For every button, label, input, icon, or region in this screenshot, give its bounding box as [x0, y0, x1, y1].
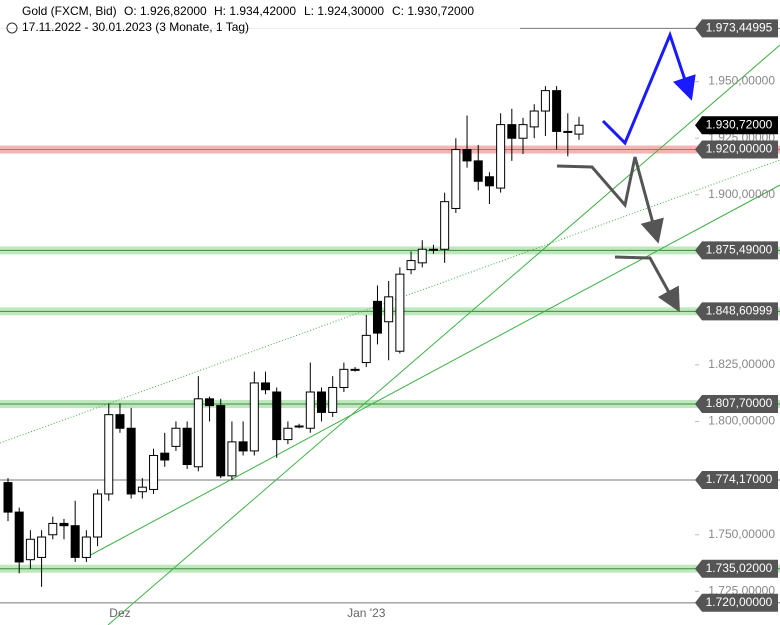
quote-close: C: 1.930,72000 [392, 4, 474, 18]
candle-body [417, 248, 427, 264]
candle-body [182, 427, 192, 466]
candle-body [328, 386, 338, 413]
candle-body [59, 522, 69, 527]
candle-body [227, 441, 237, 477]
x-tick-label: Jan '23 [347, 606, 386, 620]
candle-body [552, 90, 562, 132]
level-label: 1.848,60999 [706, 303, 773, 317]
quote-open: O: 1.926,82000 [124, 4, 207, 18]
candle-body [238, 441, 248, 452]
candle-body [93, 493, 103, 538]
candle-body [70, 525, 80, 558]
candle-body [540, 90, 550, 112]
candle-body [171, 427, 181, 447]
level-tag [695, 241, 778, 260]
level-label: 1.930,72000 [706, 117, 773, 131]
header-bg [0, 0, 520, 38]
candle-body [518, 124, 528, 139]
level-tag [695, 593, 778, 612]
candle-body [406, 260, 416, 271]
level-label: 1.920,00000 [706, 142, 773, 156]
level-label: 1.807,70000 [706, 396, 773, 410]
chart-subtitle: 17.11.2022 - 30.01.2023 (3 Monate, 1 Tag… [22, 20, 249, 34]
candle-body [529, 110, 539, 128]
candle-body [462, 149, 472, 162]
candle-body [361, 334, 371, 364]
candle-body [339, 368, 349, 388]
candle-body [137, 486, 147, 493]
level-tag [695, 19, 778, 38]
level-tag [695, 140, 778, 159]
quote-low: L: 1.924,30000 [304, 4, 384, 18]
candle-body [14, 511, 24, 563]
candle-body [507, 124, 517, 139]
level-tag [695, 559, 778, 578]
candle-body [261, 382, 271, 391]
level-tag [695, 116, 778, 135]
level-label: 1.720,00000 [706, 595, 773, 609]
trend-line [84, 184, 780, 559]
candle-body [384, 296, 394, 323]
level-label: 1.973,44995 [706, 21, 773, 35]
candle-body [395, 273, 405, 352]
forecast-arrow [601, 30, 696, 146]
y-tick-label: 1.800,00000 [708, 414, 775, 428]
level-label: 1.735,02000 [706, 561, 773, 575]
candle-body [104, 414, 114, 495]
candle-body [294, 425, 304, 428]
level-tag [695, 302, 778, 321]
candle-body [126, 427, 136, 495]
quote-high: H: 1.934,42000 [214, 4, 296, 18]
level-label: 1.774,17000 [706, 472, 773, 486]
level-tag [695, 395, 778, 414]
candle-body [272, 391, 282, 441]
candle-body [496, 124, 506, 189]
candle-body [484, 176, 494, 187]
candle-body [160, 452, 170, 461]
candle-body [372, 300, 382, 334]
y-tick-label: 1.900,00000 [708, 187, 775, 201]
candle-body [440, 201, 450, 250]
chart-title: Gold (FXCM, Bid) [22, 4, 117, 18]
candle-body [149, 454, 159, 490]
trend-line [107, 44, 780, 625]
candle-body [37, 536, 47, 558]
candle-body [48, 522, 58, 536]
y-tick-label: 1.825,00000 [708, 357, 775, 371]
x-tick-label: Dez [109, 606, 130, 620]
clock-icon [6, 22, 18, 34]
candle-body [81, 536, 91, 558]
level-label: 1.875,49000 [706, 243, 773, 257]
candle-body [283, 427, 293, 441]
candle-body [451, 149, 461, 209]
y-tick-label: 1.950,00000 [708, 74, 775, 88]
candle-body [216, 405, 226, 477]
candle-body [249, 382, 259, 452]
level-tag [695, 470, 778, 489]
candle-body [193, 398, 203, 468]
candle-body [3, 482, 13, 513]
candle-body [428, 248, 438, 251]
candle-body [350, 368, 360, 371]
y-tick-label: 1.750,00000 [708, 527, 775, 541]
candle-body [305, 391, 315, 429]
candle-body [574, 124, 584, 135]
forecast-arrow [614, 255, 680, 313]
candle-body [25, 538, 35, 561]
candle-body [316, 391, 326, 413]
candle-body [115, 414, 125, 429]
forecast-arrow [556, 156, 664, 244]
candle-body [563, 130, 573, 133]
candle-body [473, 160, 483, 182]
candle-body [205, 398, 215, 407]
